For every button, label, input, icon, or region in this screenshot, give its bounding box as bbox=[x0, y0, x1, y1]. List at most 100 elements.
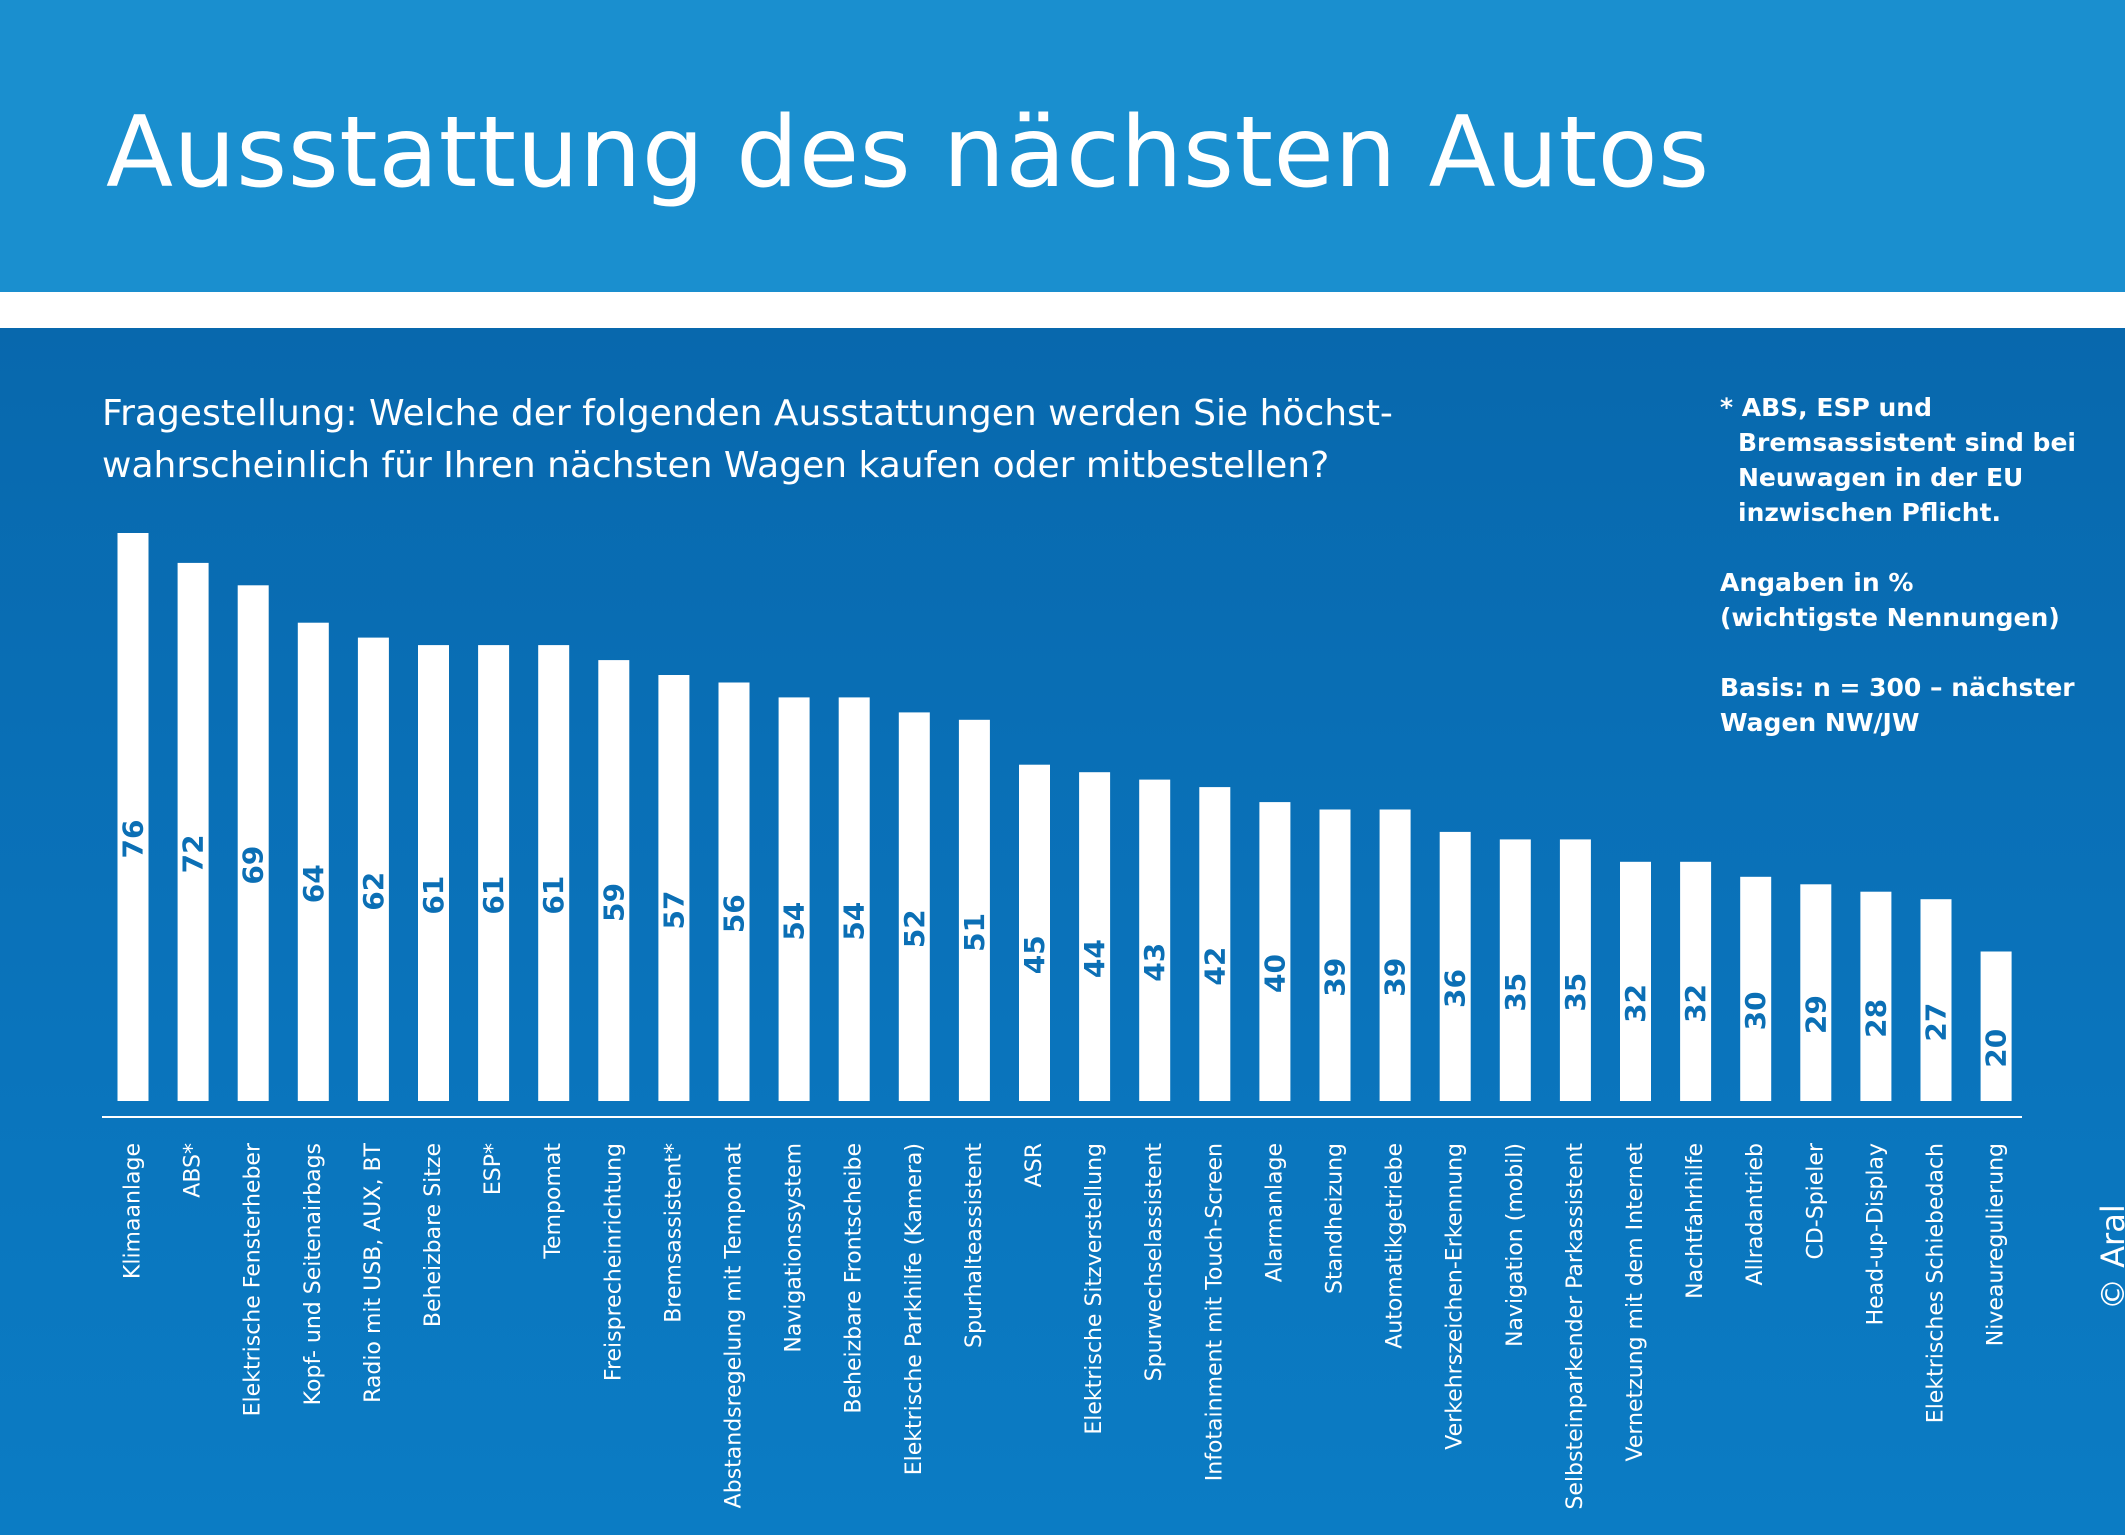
bar bbox=[1680, 861, 1712, 1101]
category-label: Spurhalteassistent bbox=[962, 1143, 987, 1348]
bar-value-label: 39 bbox=[1319, 958, 1352, 997]
bar-value-label: 20 bbox=[1980, 1029, 2013, 1068]
footnote-line-2: Bremsassistent sind bei bbox=[1738, 428, 2076, 457]
category-label: ABS* bbox=[181, 1143, 206, 1198]
bar-value-label: 56 bbox=[718, 894, 751, 933]
bar bbox=[117, 533, 149, 1101]
bar-value-label: 39 bbox=[1379, 958, 1412, 997]
bar-value-label: 72 bbox=[177, 834, 210, 873]
footnote-line-1: * ABS, ESP und bbox=[1720, 393, 1932, 422]
bar bbox=[538, 645, 570, 1101]
bar-value-label: 35 bbox=[1559, 973, 1592, 1012]
category-label: Elektrisches Schiebedach bbox=[1924, 1143, 1949, 1423]
category-label: Abstandsregelung mit Tempomat bbox=[722, 1143, 747, 1509]
category-label: Klimaanlage bbox=[121, 1143, 146, 1279]
divider-stripe bbox=[0, 292, 2125, 328]
bar-value-label: 54 bbox=[838, 902, 871, 941]
category-label: Beheizbare Frontscheibe bbox=[842, 1143, 867, 1414]
category-label: Elektrische Sitzverstellung bbox=[1082, 1143, 1107, 1435]
bar-value-label: 62 bbox=[357, 872, 390, 911]
category-label: Freisprecheinrichtung bbox=[601, 1143, 626, 1381]
bar bbox=[838, 697, 870, 1101]
category-label: Standheizung bbox=[1323, 1143, 1348, 1294]
question-line-1: Fragestellung: Welche der folgenden Auss… bbox=[102, 393, 1393, 434]
bar bbox=[1259, 802, 1291, 1101]
category-label: Selbsteinparkender Parkassistent bbox=[1563, 1143, 1588, 1510]
units-line-1: Angaben in % bbox=[1720, 568, 1914, 597]
bar bbox=[1379, 809, 1411, 1101]
bar-value-label: 28 bbox=[1859, 999, 1892, 1038]
bar bbox=[1439, 831, 1471, 1101]
bar bbox=[357, 637, 389, 1101]
bar-value-label: 61 bbox=[537, 876, 570, 915]
category-label: ESP* bbox=[481, 1143, 506, 1195]
bar-value-label: 43 bbox=[1138, 943, 1171, 982]
bar-value-label: 69 bbox=[237, 846, 270, 885]
category-label: Elektrische Parkhilfe (Kamera) bbox=[902, 1143, 927, 1475]
bar bbox=[1980, 951, 2012, 1101]
notes-box: * ABS, ESP und Bremsassistent sind bei N… bbox=[1720, 390, 2076, 740]
category-label: Kopf- und Seitenairbags bbox=[301, 1143, 326, 1405]
bar-value-label: 42 bbox=[1198, 947, 1231, 986]
bar bbox=[1019, 764, 1050, 1101]
footnote-line-4: inzwischen Pflicht. bbox=[1738, 498, 2002, 527]
category-label: Navigationssystem bbox=[782, 1143, 807, 1353]
bar-value-label: 45 bbox=[1018, 935, 1051, 974]
bar bbox=[1199, 787, 1231, 1101]
question-line-2: wahrscheinlich für Ihren nächsten Wagen … bbox=[102, 445, 1330, 486]
bar bbox=[718, 682, 750, 1101]
bar bbox=[1800, 884, 1832, 1101]
category-label: Verkehrszeichen-Erkennung bbox=[1443, 1143, 1468, 1450]
bar bbox=[958, 719, 990, 1101]
copyright-text: © Aral bbox=[2094, 1204, 2125, 1310]
bar-value-label: 30 bbox=[1739, 991, 1772, 1030]
category-label: Elektrische Fensterheber bbox=[241, 1142, 266, 1416]
footnote-line-3: Neuwagen in der EU bbox=[1738, 463, 2024, 492]
category-label: CD-Spieler bbox=[1803, 1142, 1828, 1259]
question-text: Fragestellung: Welche der folgenden Auss… bbox=[102, 388, 1393, 492]
category-label: Bremsassistent* bbox=[661, 1143, 686, 1323]
bar bbox=[1740, 876, 1772, 1101]
category-label: ASR bbox=[1022, 1143, 1047, 1187]
page-title: Ausstattung des nächsten Autos bbox=[106, 96, 1710, 210]
bar-value-label: 32 bbox=[1679, 984, 1712, 1023]
bar-value-label: 27 bbox=[1920, 1003, 1953, 1042]
bar-value-label: 52 bbox=[898, 909, 931, 948]
header-banner: Ausstattung des nächsten Autos bbox=[0, 0, 2125, 292]
units-line-2: (wichtigste Nennungen) bbox=[1720, 603, 2060, 632]
category-label: Radio mit USB, AUX, BT bbox=[361, 1142, 386, 1402]
bar bbox=[598, 660, 630, 1101]
bar-value-label: 54 bbox=[778, 902, 811, 941]
bar bbox=[478, 645, 510, 1101]
category-label: Vernetzung mit dem Internet bbox=[1623, 1143, 1648, 1462]
bar bbox=[1499, 839, 1531, 1101]
bar bbox=[1860, 891, 1892, 1101]
category-label: Beheizbare Sitze bbox=[421, 1143, 446, 1327]
bar bbox=[1139, 779, 1171, 1101]
category-label: Nachtfahrhilfe bbox=[1683, 1143, 1708, 1299]
bar-value-label: 35 bbox=[1499, 973, 1532, 1012]
bar-value-label: 76 bbox=[117, 820, 150, 859]
bar-value-label: 51 bbox=[958, 913, 991, 952]
category-label: Head-up-Display bbox=[1863, 1143, 1888, 1325]
bar bbox=[898, 712, 930, 1101]
category-label: Alarmanlage bbox=[1262, 1143, 1287, 1282]
category-label: Spurwechselassistent bbox=[1142, 1143, 1167, 1382]
bar bbox=[658, 675, 690, 1101]
bar-value-label: 40 bbox=[1258, 954, 1291, 993]
category-label: Allradantrieb bbox=[1743, 1143, 1768, 1285]
bar bbox=[237, 585, 269, 1101]
bar bbox=[778, 697, 810, 1101]
category-label: Infotainment mit Touch-Screen bbox=[1202, 1143, 1227, 1481]
category-label: Automatikgetriebe bbox=[1383, 1143, 1408, 1349]
category-label: Niveauregulierung bbox=[1984, 1143, 2009, 1346]
bar bbox=[297, 622, 329, 1101]
bar-value-label: 61 bbox=[417, 876, 450, 915]
bar-value-label: 32 bbox=[1619, 984, 1652, 1023]
bar bbox=[1079, 772, 1111, 1101]
bar-value-label: 29 bbox=[1799, 995, 1832, 1034]
basis-line-2: Wagen NW/JW bbox=[1720, 708, 1920, 737]
bar-value-label: 57 bbox=[657, 891, 690, 930]
bar bbox=[1920, 899, 1952, 1101]
